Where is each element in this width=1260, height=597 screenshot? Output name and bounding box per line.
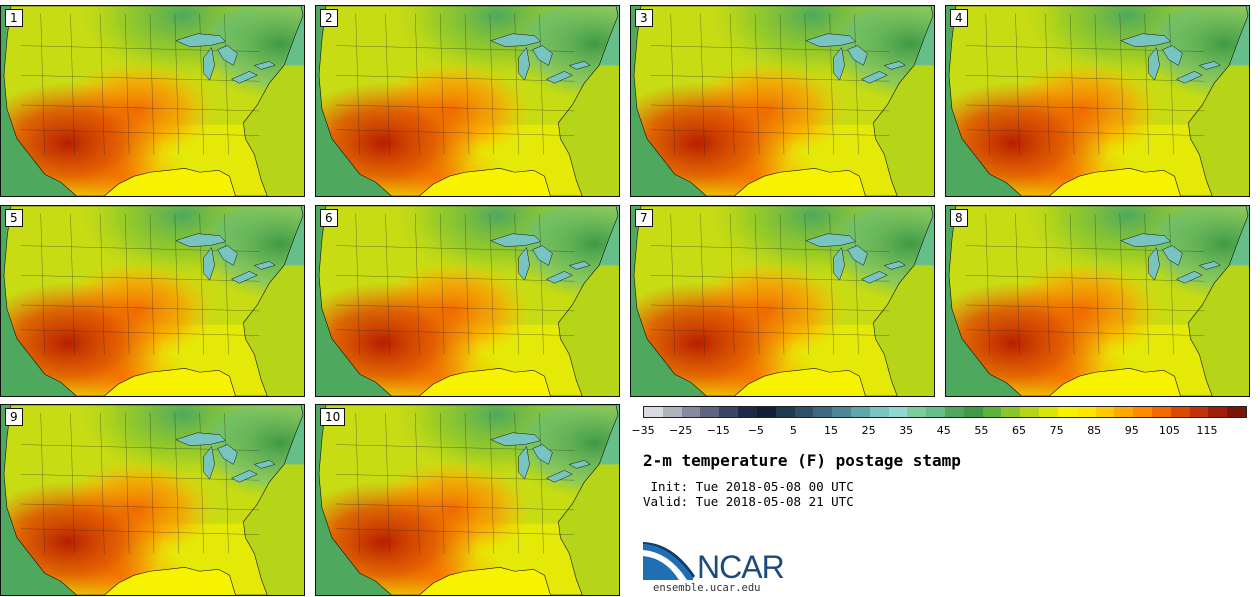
colorbar-tick: 15: [824, 424, 838, 437]
ensemble-member-map: 9: [0, 404, 305, 596]
member-label: 5: [5, 209, 23, 227]
ncar-logo-icon: [643, 542, 695, 580]
colorbar-cell: [982, 407, 1002, 417]
ensemble-member-map: 2: [315, 5, 620, 197]
member-label: 3: [635, 9, 653, 27]
colorbar-cell: [1039, 407, 1058, 417]
member-label: 10: [320, 408, 346, 426]
colorbar-cell: [775, 407, 795, 417]
ensemble-member-map: 10: [315, 404, 620, 596]
temperature-map: [946, 206, 1249, 396]
ensemble-member-map: 1: [0, 5, 305, 197]
colorbar-cell: [1114, 407, 1134, 417]
member-label: 2: [320, 9, 338, 27]
colorbar-cell: [850, 407, 870, 417]
colorbar-tick-labels: −35 −25 −15 −5 5 15 25 35 45 55 65 75 85 95 105 115: [631, 424, 1247, 438]
member-label: 1: [5, 9, 23, 27]
member-label: 8: [950, 209, 968, 227]
colorbar-cell: [1076, 407, 1096, 417]
colorbar-cell: [907, 407, 927, 417]
colorbar-tick: −35: [631, 424, 655, 437]
valid-time: Valid: Tue 2018-05-08 21 UTC: [643, 494, 854, 509]
temperature-map: [1, 206, 304, 396]
chart-title: 2-m temperature (F) postage stamp: [643, 451, 961, 470]
colorbar-cell: [681, 407, 701, 417]
ncar-logo-text: NCAR: [697, 549, 785, 585]
colorbar-cell: [1020, 407, 1040, 417]
colorbar-cell: [869, 407, 889, 417]
member-label: 9: [5, 408, 23, 426]
colorbar-cell: [756, 407, 776, 417]
temperature-map: [1, 6, 304, 196]
colorbar-cell: [644, 407, 663, 417]
temperature-map: [316, 206, 619, 396]
colorbar-tick: 5: [789, 424, 797, 437]
member-label: 6: [320, 209, 338, 227]
colorbar-tick: 35: [899, 424, 914, 437]
colorbar-cell: [1170, 407, 1190, 417]
colorbar-cell: [1001, 407, 1021, 417]
temperature-map: [1, 405, 304, 595]
colorbar-cell: [700, 407, 720, 417]
colorbar-cell: [813, 407, 833, 417]
colorbar-cell: [1227, 407, 1246, 417]
colorbar-tick: −5: [747, 424, 764, 437]
colorbar-cell: [794, 407, 814, 417]
colorbar-cell: [963, 407, 983, 417]
colorbar-cell: [926, 407, 945, 417]
ensemble-member-map: 4: [945, 5, 1250, 197]
temperature-map: [316, 405, 619, 595]
colorbar-tick: −15: [706, 424, 730, 437]
member-label: 4: [950, 9, 968, 27]
colorbar-cell: [888, 407, 908, 417]
colorbar-cell: [832, 407, 851, 417]
ensemble-member-map: 5: [0, 205, 305, 397]
colorbar-tick: 95: [1124, 424, 1139, 437]
colorbar-cell: [738, 407, 757, 417]
member-label: 7: [635, 209, 653, 227]
colorbar-tick: 65: [1012, 424, 1026, 437]
temperature-map: [631, 206, 934, 396]
init-time: Init: Tue 2018-05-08 00 UTC: [643, 479, 854, 494]
colorbar-cell: [1151, 407, 1171, 417]
colorbar-tick: 55: [974, 424, 989, 437]
colorbar-cell: [1133, 407, 1152, 417]
colorbar-tick: 85: [1087, 424, 1102, 437]
temperature-map: [631, 6, 934, 196]
colorbar-tick: 25: [861, 424, 876, 437]
temperature-map: [946, 6, 1249, 196]
ensemble-member-map: 6: [315, 205, 620, 397]
colorbar-tick: 45: [936, 424, 951, 437]
colorbar-cell: [1057, 407, 1077, 417]
colorbar-cell: [1095, 407, 1115, 417]
site-url: ensemble.ucar.edu: [653, 582, 761, 594]
colorbar-tick: 75: [1049, 424, 1064, 437]
colorbar-cell: [1208, 407, 1228, 417]
colorbar-cell: [945, 407, 964, 417]
ensemble-member-map: 8: [945, 205, 1250, 397]
colorbar-cell: [719, 407, 739, 417]
temperature-colorbar: [643, 406, 1247, 418]
colorbar-cell: [662, 407, 682, 417]
colorbar-tick: −25: [668, 424, 693, 437]
ensemble-member-map: 3: [630, 5, 935, 197]
temperature-map: [316, 6, 619, 196]
ensemble-member-map: 7: [630, 205, 935, 397]
colorbar-tick: 115: [1196, 424, 1218, 437]
colorbar-tick: 105: [1158, 424, 1180, 437]
colorbar-cell: [1189, 407, 1209, 417]
